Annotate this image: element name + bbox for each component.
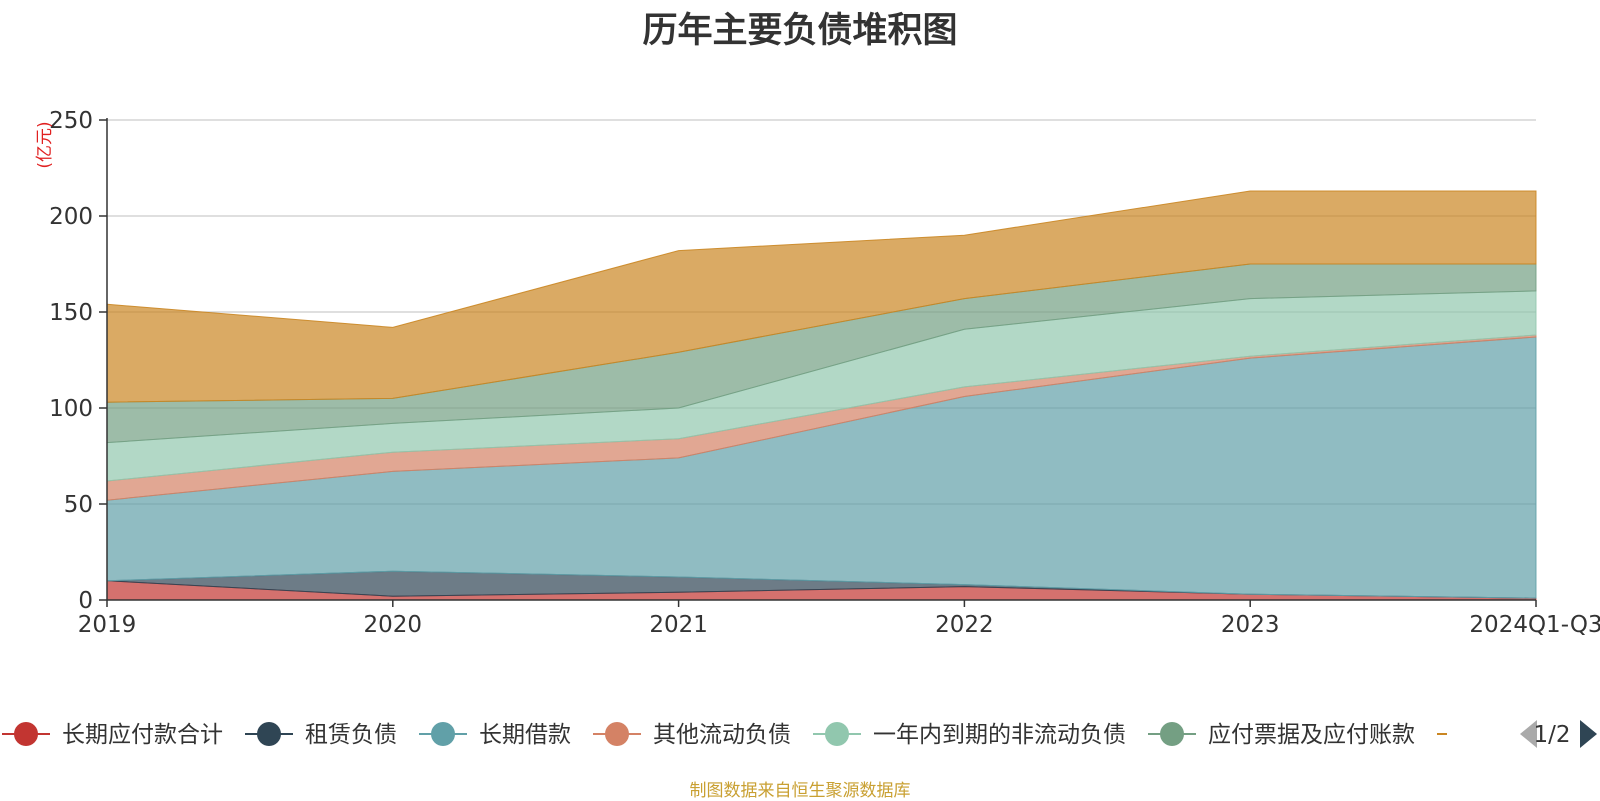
chart-title: 历年主要负债堆积图 — [642, 11, 958, 51]
x-tick-label: 2023 — [1221, 612, 1280, 638]
legend-item-3[interactable]: 其他流动负债 — [593, 722, 791, 748]
y-tick-label: 0 — [78, 588, 93, 614]
area-series-6 — [106, 190, 1537, 403]
legend-label: 长期借款 — [479, 722, 571, 748]
legend-item-5[interactable]: 应付票据及应付账款 — [1148, 722, 1415, 748]
x-tick-label: 2022 — [935, 612, 994, 638]
legend-item-1[interactable]: 租赁负债 — [245, 722, 397, 748]
area-layer — [106, 190, 1537, 601]
y-unit-label: (亿元) — [35, 121, 55, 168]
legend-marker — [431, 722, 455, 746]
legend-marker — [257, 722, 281, 746]
legend: 长期应付款合计 租赁负债 长期借款 其他流动负债 一年内到期的非流动负债 应付票据及应付账… — [2, 720, 1597, 748]
legend-marker — [14, 722, 38, 746]
y-tick-label: 200 — [49, 204, 93, 230]
legend-label: 一年内到期的非流动负债 — [873, 722, 1126, 748]
y-tick-label: 150 — [49, 300, 93, 326]
legend-item-2[interactable]: 长期借款 — [419, 722, 571, 748]
legend-item-4[interactable]: 一年内到期的非流动负债 — [813, 722, 1126, 748]
legend-page-indicator: 1/2 — [1533, 722, 1570, 748]
axis-layer: 0 50 100 150 200 250 2019 2020 2021 2022 2023 2024Q… — [35, 108, 1600, 638]
legend-marker — [1160, 722, 1184, 746]
legend-marker — [605, 722, 629, 746]
y-tick-label: 100 — [49, 396, 93, 422]
x-tick-label: 2024Q1-Q3 — [1469, 612, 1600, 638]
legend-next-page-icon[interactable] — [1580, 720, 1597, 748]
x-tick-label: 2020 — [364, 612, 423, 638]
x-tick-label: 2021 — [649, 612, 708, 638]
source-note: 制图数据来自恒生聚源数据库 — [689, 781, 911, 801]
legend-label: 长期应付款合计 — [62, 722, 223, 748]
y-tick-label: 250 — [49, 108, 93, 134]
legend-label: 租赁负债 — [305, 722, 397, 748]
x-tick-label: 2019 — [78, 612, 137, 638]
legend-prev-page-icon[interactable] — [1520, 720, 1537, 748]
y-tick-label: 50 — [64, 492, 93, 518]
legend-label: 应付票据及应付账款 — [1208, 722, 1415, 748]
legend-item-0[interactable]: 长期应付款合计 — [2, 722, 223, 748]
legend-label: 其他流动负债 — [653, 722, 791, 748]
legend-marker — [825, 722, 849, 746]
